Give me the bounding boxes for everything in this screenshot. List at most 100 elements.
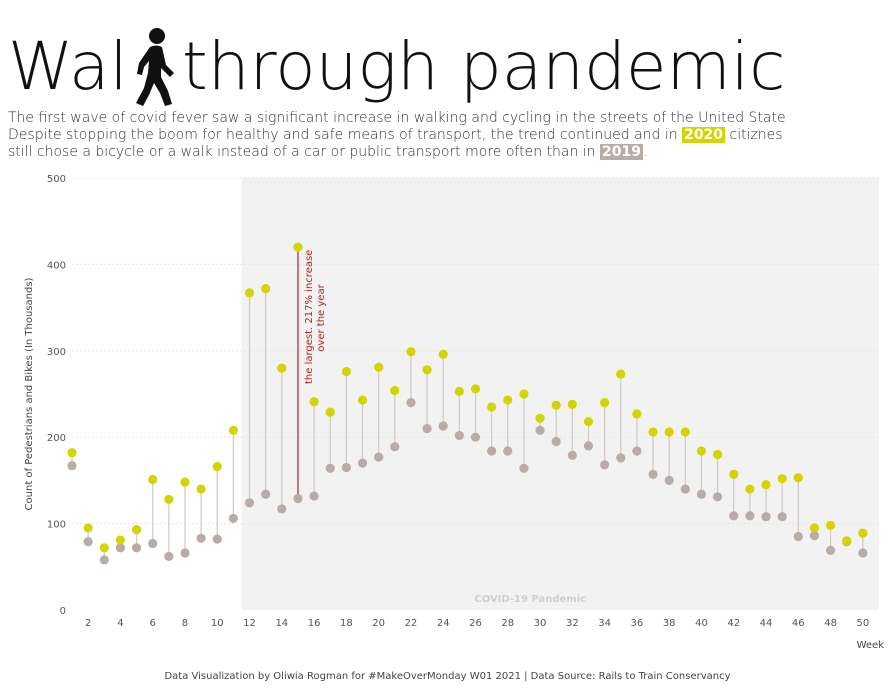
point-2019: [196, 533, 206, 543]
point-2019: [858, 548, 868, 558]
data-points: [67, 242, 868, 565]
point-2020: [713, 449, 723, 460]
point-2019: [357, 458, 368, 468]
highlight-2019-badge: 2019: [600, 144, 643, 160]
point-2020: [99, 543, 109, 553]
point-2020: [180, 477, 190, 487]
point-2020: [842, 536, 852, 546]
point-2019: [131, 543, 142, 553]
point-2020: [777, 474, 787, 484]
point-2020: [325, 407, 335, 417]
point-2019: [390, 442, 400, 452]
point-2020: [83, 523, 93, 533]
x-tick-label: 12: [243, 618, 256, 629]
point-2020: [212, 461, 222, 472]
x-tick-label: 42: [727, 618, 740, 629]
point-2019: [680, 484, 690, 494]
point-2020: [616, 369, 626, 379]
point-2019: [83, 537, 93, 547]
point-2020: [519, 389, 529, 399]
point-2019: [470, 432, 481, 442]
x-tick-label: 36: [631, 618, 644, 629]
point-2019: [729, 511, 739, 521]
point-2020: [422, 365, 432, 375]
x-tick-label: 20: [372, 618, 385, 629]
point-2019: [293, 493, 303, 504]
point-2020: [406, 347, 416, 357]
point-2020: [228, 425, 238, 435]
point-2020: [567, 399, 577, 409]
y-tick-label: 100: [47, 520, 66, 531]
y-tick-label: 400: [47, 260, 66, 271]
point-2020: [600, 398, 610, 408]
point-2020: [164, 494, 174, 505]
chart-title: Wal through pandemic: [8, 22, 785, 112]
subtitle-line-3: still chose a bicycle or a walk instead …: [8, 144, 888, 161]
pandemic-band: [241, 178, 880, 610]
point-2019: [745, 511, 755, 521]
point-2019: [325, 463, 335, 473]
point-2020: [341, 366, 351, 377]
point-2020: [696, 446, 707, 456]
point-2019: [503, 446, 513, 456]
y-axis-title: Count of Pedestrians and Bikes (In Thous…: [24, 277, 35, 510]
point-2020: [115, 535, 126, 545]
point-2019: [616, 453, 626, 463]
point-2019: [180, 548, 190, 558]
point-2020: [793, 473, 803, 483]
point-2019: [793, 531, 803, 542]
x-tick-label: 18: [340, 618, 353, 629]
point-2019: [825, 545, 836, 555]
point-2019: [148, 538, 158, 549]
x-tick-label: 6: [150, 618, 156, 629]
y-tick-label: 300: [47, 347, 66, 358]
point-2019: [244, 498, 255, 508]
x-tick-label: 24: [437, 618, 450, 629]
point-2020: [67, 448, 77, 458]
point-2019: [454, 430, 464, 441]
point-2019: [277, 504, 287, 514]
x-tick-label: 10: [211, 618, 224, 629]
point-2019: [696, 489, 707, 499]
point-2019: [551, 436, 561, 447]
point-2020: [761, 480, 771, 490]
point-2020: [664, 427, 674, 437]
x-tick-label: 8: [182, 618, 188, 629]
x-tick-label: 4: [117, 618, 123, 629]
y-tick-label: 0: [60, 606, 66, 617]
point-2019: [809, 531, 820, 541]
point-2019: [374, 452, 384, 462]
point-2020: [148, 474, 158, 485]
subtitle-line-1: The first wave of covid fever saw a sign…: [8, 110, 888, 127]
walking-person-icon: [135, 28, 174, 106]
y-tick-label: 200: [47, 433, 66, 444]
title-part-1: Wal: [8, 28, 128, 105]
point-2019: [777, 512, 787, 522]
point-2019: [438, 421, 448, 431]
x-tick-label: 14: [275, 618, 288, 629]
subtitle-line-2-pre: Despite stopping the boom for healthy an…: [8, 127, 683, 143]
point-2020: [551, 400, 561, 410]
point-2020: [583, 417, 594, 427]
x-tick-label: 28: [501, 618, 514, 629]
point-2020: [196, 484, 206, 494]
point-2019: [664, 475, 674, 485]
annotation-line-1: the largest. 217% increase: [304, 250, 315, 384]
x-tick-label: 48: [824, 618, 837, 629]
x-tick-label: 26: [469, 618, 482, 629]
point-2020: [825, 520, 836, 530]
x-tick-label: 2: [85, 618, 91, 629]
subtitle-line-3-post: .: [642, 144, 648, 160]
point-2019: [600, 460, 610, 470]
annotation-line-2: over the year: [316, 283, 327, 351]
chart-subtitle: The first wave of covid fever saw a sign…: [8, 110, 888, 161]
point-2020: [858, 528, 868, 538]
point-2019: [567, 450, 577, 460]
point-2019: [632, 446, 642, 456]
x-tick-label: 40: [695, 618, 708, 629]
x-tick-label: 38: [663, 618, 676, 629]
point-2020: [745, 484, 755, 494]
x-tick-label: 50: [856, 618, 869, 629]
point-2019: [519, 463, 529, 473]
